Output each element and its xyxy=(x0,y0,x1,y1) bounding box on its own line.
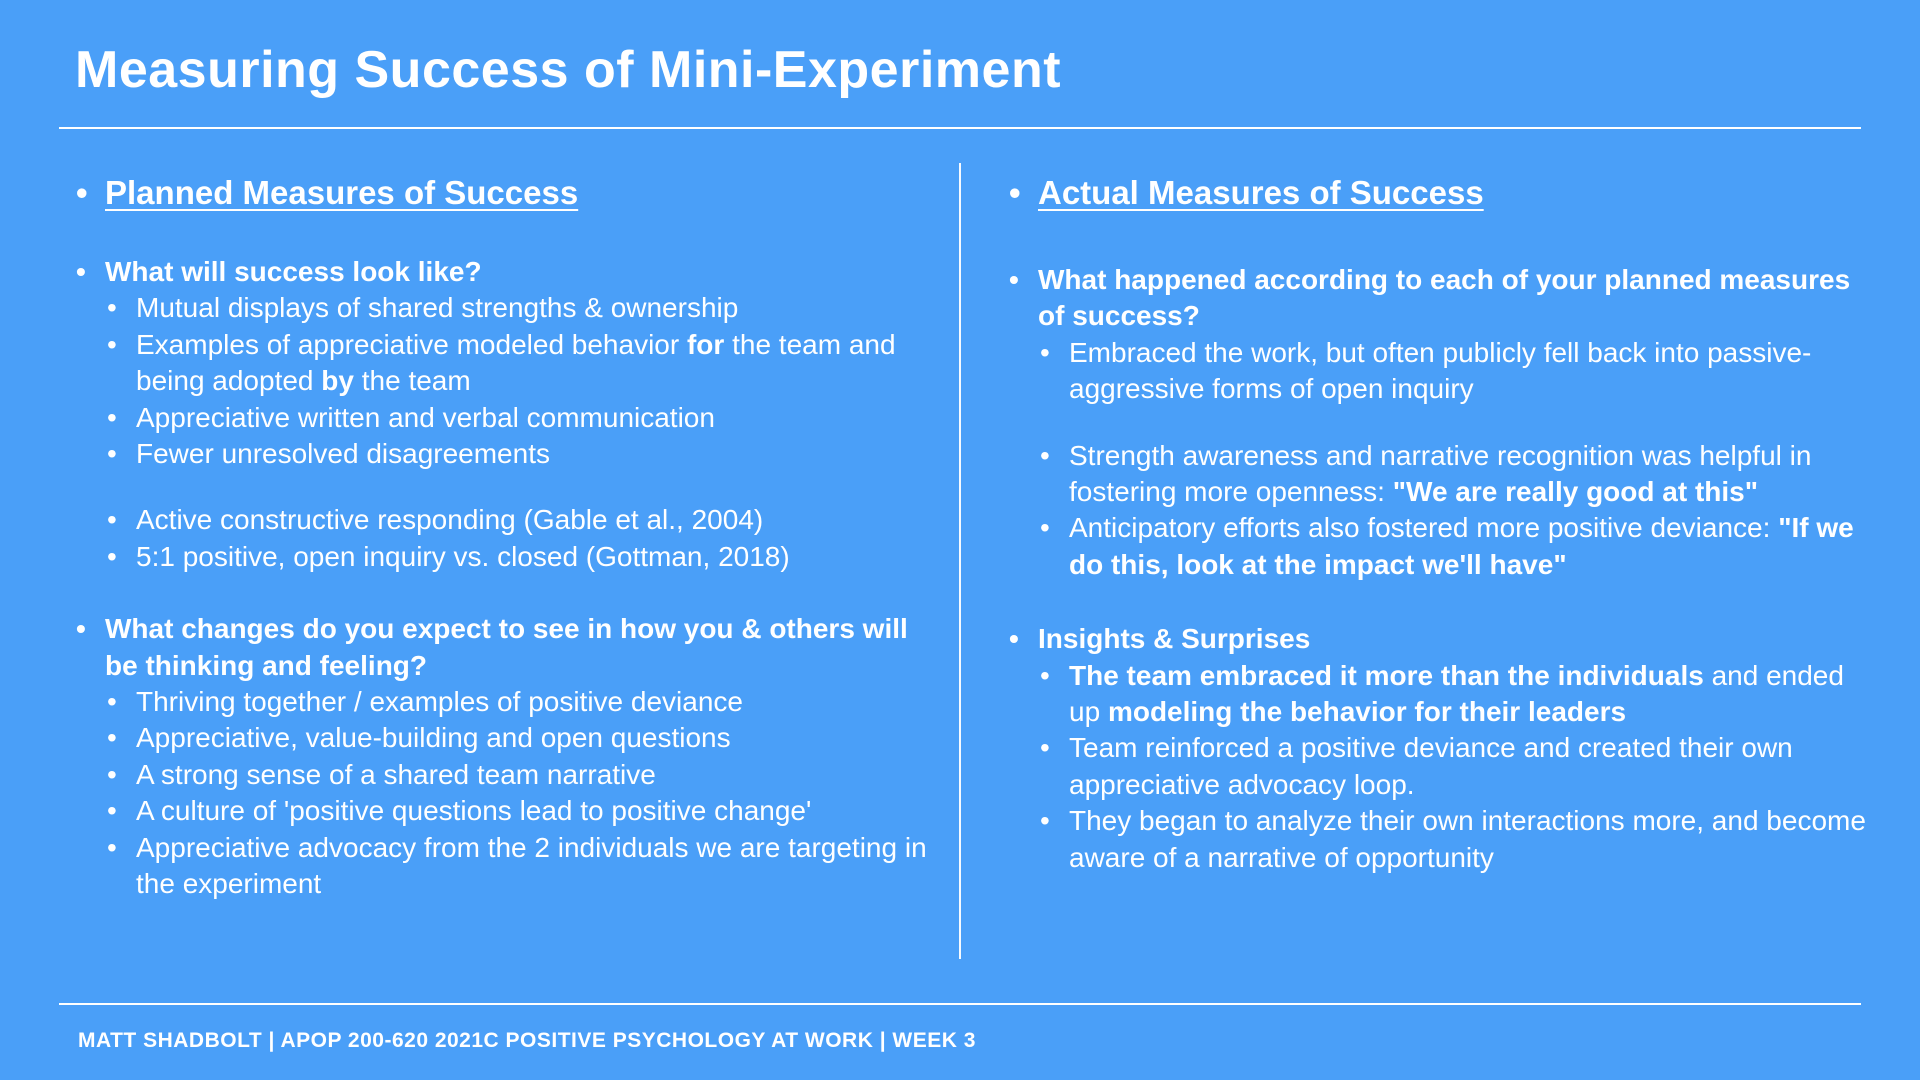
list-item: Fewer unresolved disagreements xyxy=(105,436,944,473)
list-item-text: Appreciative, value-building and open qu… xyxy=(136,722,731,754)
list-item: Mutual displays of shared strengths & ow… xyxy=(105,290,944,327)
list-item: Strength awareness and narrative recogni… xyxy=(1038,438,1867,511)
list-item: A strong sense of a shared team narrativ… xyxy=(105,757,944,794)
list-item-text: Examples of appreciative modeled behavio… xyxy=(136,328,687,360)
title-divider xyxy=(59,127,1861,129)
list-item: They began to analyze their own interact… xyxy=(1038,803,1867,876)
list-item-text: Strength awareness and narrative recogni… xyxy=(1069,439,1812,508)
list-item-text: and ended up xyxy=(1069,659,1844,728)
list-item-text: the team and being adopted xyxy=(136,328,896,397)
list-item: Appreciative, value-building and open qu… xyxy=(105,720,944,757)
list-item-text: Appreciative advocacy from the 2 individ… xyxy=(136,831,927,900)
actual-heading-item: Actual Measures of Success xyxy=(1007,168,1867,218)
list-item: Active constructive responding (Gable et… xyxy=(105,502,944,539)
list-item: A culture of 'positive questions lead to… xyxy=(105,793,944,830)
quote-text: "If we do this, look at the impact we'll… xyxy=(1069,512,1854,580)
list-item-text: Anticipatory efforts also fostered more … xyxy=(1069,512,1779,544)
footer-divider xyxy=(59,1003,1861,1005)
list-item: Anticipatory efforts also fostered more … xyxy=(1038,510,1867,583)
list-item-text: Thriving together / examples of positive… xyxy=(136,686,743,718)
list-item: The team embraced it more than the indiv… xyxy=(1038,658,1867,731)
emphasis-text: by xyxy=(321,365,354,397)
left-question-1: What will success look like? Mutual disp… xyxy=(74,254,944,576)
list-item: Examples of appreciative modeled behavio… xyxy=(105,327,944,400)
planned-measures-column: Planned Measures of Success What will su… xyxy=(74,168,944,903)
list-item: Team reinforced a positive deviance and … xyxy=(1038,730,1867,803)
emphasis-text: for xyxy=(686,328,725,360)
footer-text: MATT SHADBOLT | APOP 200-620 2021C POSIT… xyxy=(78,1029,976,1052)
list-item-text: They began to analyze their own interact… xyxy=(1069,805,1866,873)
right-question-1: What happened according to each of your … xyxy=(1007,262,1867,583)
left-question-1-text: What will success look like? xyxy=(105,256,482,287)
list-item-text: Embraced the work, but often publicly fe… xyxy=(1069,336,1812,405)
list-item-text: the team xyxy=(353,365,471,397)
list-item: 5:1 positive, open inquiry vs. closed (G… xyxy=(105,539,944,576)
list-item: Thriving together / examples of positive… xyxy=(105,684,944,721)
list-item-text: Fewer unresolved disagreements xyxy=(136,438,550,470)
list-item: Appreciative advocacy from the 2 individ… xyxy=(105,830,944,903)
emphasis-text: modeling the behavior for their leaders xyxy=(1107,696,1627,728)
list-item-text: Team reinforced a positive deviance and … xyxy=(1069,732,1793,800)
list-item-text: Active constructive responding (Gable et… xyxy=(136,504,764,536)
list-item: Embraced the work, but often publicly fe… xyxy=(1038,335,1867,408)
list-item-text: A culture of 'positive questions lead to… xyxy=(136,795,812,827)
actual-measures-heading: Actual Measures of Success xyxy=(1038,174,1484,211)
column-divider xyxy=(959,163,961,959)
list-item-text: Mutual displays of shared strengths & ow… xyxy=(136,292,739,324)
planned-heading-item: Planned Measures of Success xyxy=(74,168,944,218)
right-question-2: Insights & Surprises The team embraced i… xyxy=(1007,621,1867,876)
emphasis-text: The team embraced it more than the indiv… xyxy=(1069,659,1704,691)
list-item-text: Appreciative written and verbal communic… xyxy=(136,401,715,433)
left-question-2: What changes do you expect to see in how… xyxy=(74,611,944,902)
list-item-text: 5:1 positive, open inquiry vs. closed (G… xyxy=(136,540,790,572)
right-question-1-text: What happened according to each of your … xyxy=(1038,264,1851,332)
page-title: Measuring Success of Mini-Experiment xyxy=(75,41,1062,99)
planned-measures-heading: Planned Measures of Success xyxy=(105,174,579,211)
actual-measures-column: Actual Measures of Success What happened… xyxy=(1007,168,1867,876)
list-item-text: A strong sense of a shared team narrativ… xyxy=(136,758,656,790)
list-item: Appreciative written and verbal communic… xyxy=(105,400,944,437)
insights-heading: Insights & Surprises xyxy=(1038,623,1311,655)
quote-text: "We are really good at this" xyxy=(1392,476,1758,508)
left-question-2-text: What changes do you expect to see in how… xyxy=(105,613,908,681)
